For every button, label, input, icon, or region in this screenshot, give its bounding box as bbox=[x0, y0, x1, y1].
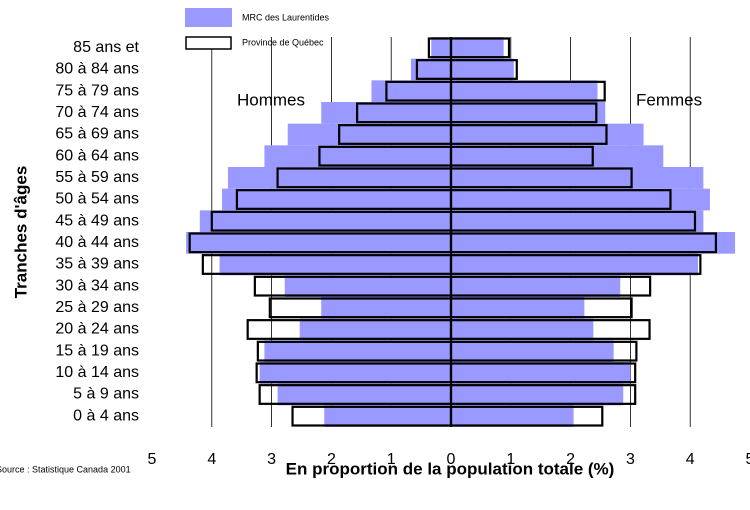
x-tick-label: 1 bbox=[387, 451, 396, 468]
x-tick-label: 0 bbox=[447, 451, 456, 468]
bar bbox=[451, 102, 606, 124]
bar bbox=[451, 340, 614, 362]
legend-swatch bbox=[185, 36, 232, 50]
bar bbox=[221, 188, 451, 211]
bar bbox=[451, 123, 644, 146]
x-tick-label: 2 bbox=[327, 451, 336, 468]
bar bbox=[410, 58, 451, 81]
y-axis-label: Tranches d'âges bbox=[11, 166, 30, 299]
side-label: Hommes bbox=[237, 90, 305, 109]
bar bbox=[259, 362, 451, 384]
y-tick-label: 20 à 24 ans bbox=[55, 321, 139, 338]
x-tick-label: 4 bbox=[686, 451, 695, 468]
bar bbox=[451, 80, 598, 102]
x-axis-label: En proportion de la population totale (%… bbox=[286, 459, 615, 478]
bar bbox=[371, 80, 451, 102]
x-tick-label: 3 bbox=[626, 451, 635, 468]
x-tick-label: 3 bbox=[267, 451, 276, 468]
bar bbox=[451, 297, 585, 319]
y-tick-label: 55 à 59 ans bbox=[55, 169, 139, 186]
bar bbox=[324, 405, 451, 427]
y-tick-label: 45 à 49 ans bbox=[55, 212, 139, 229]
bar bbox=[451, 405, 574, 427]
bar bbox=[451, 232, 736, 254]
bar bbox=[451, 318, 594, 341]
bar bbox=[451, 275, 621, 297]
bar bbox=[284, 275, 451, 297]
side-label: Femmes bbox=[636, 90, 702, 109]
y-tick-label: 85 ans et bbox=[73, 39, 139, 56]
bar bbox=[321, 102, 451, 124]
source-note: Source : Statistique Canada 2001 bbox=[0, 464, 131, 474]
bar bbox=[451, 253, 698, 276]
bar bbox=[451, 188, 710, 211]
y-tick-label: 60 à 64 ans bbox=[55, 147, 139, 164]
y-tick-label: 80 à 84 ans bbox=[55, 61, 139, 78]
y-tick-label: 40 à 44 ans bbox=[55, 234, 139, 251]
bar bbox=[321, 297, 451, 319]
legend-label: Province de Québec bbox=[242, 37, 324, 47]
y-tick-label: 75 à 79 ans bbox=[55, 82, 139, 99]
bar bbox=[186, 232, 451, 254]
y-tick-label: 5 à 9 ans bbox=[73, 386, 139, 403]
x-tick-label: 5 bbox=[746, 451, 750, 468]
y-tick-label: 65 à 69 ans bbox=[55, 126, 139, 143]
bar bbox=[264, 340, 451, 362]
bar bbox=[451, 167, 704, 189]
bar bbox=[199, 210, 451, 232]
bar bbox=[451, 362, 631, 384]
y-tick-label: 10 à 14 ans bbox=[55, 364, 139, 381]
bar bbox=[287, 123, 451, 146]
y-tick-label: 30 à 34 ans bbox=[55, 277, 139, 294]
bar bbox=[277, 383, 451, 406]
bar bbox=[451, 145, 664, 167]
x-tick-label: 1 bbox=[506, 451, 515, 468]
bar bbox=[219, 253, 451, 276]
y-tick-label: 25 à 29 ans bbox=[55, 299, 139, 316]
y-tick-label: 50 à 54 ans bbox=[55, 191, 139, 208]
x-tick-label: 5 bbox=[148, 451, 157, 468]
y-tick-label: 15 à 19 ans bbox=[55, 342, 139, 359]
y-tick-label: 0 à 4 ans bbox=[73, 407, 139, 424]
x-tick-label: 2 bbox=[566, 451, 575, 468]
legend-swatch bbox=[185, 8, 232, 27]
bar bbox=[227, 167, 451, 189]
bar bbox=[451, 37, 504, 59]
bar bbox=[451, 58, 514, 81]
y-tick-label: 35 à 39 ans bbox=[55, 256, 139, 273]
y-tick-label: 70 à 74 ans bbox=[55, 104, 139, 121]
bar bbox=[451, 383, 624, 406]
bar bbox=[264, 145, 451, 167]
bar bbox=[299, 318, 451, 341]
legend-label: MRC des Laurentides bbox=[242, 12, 330, 22]
bar bbox=[431, 37, 451, 59]
bar bbox=[451, 210, 704, 232]
x-tick-label: 4 bbox=[207, 451, 216, 468]
